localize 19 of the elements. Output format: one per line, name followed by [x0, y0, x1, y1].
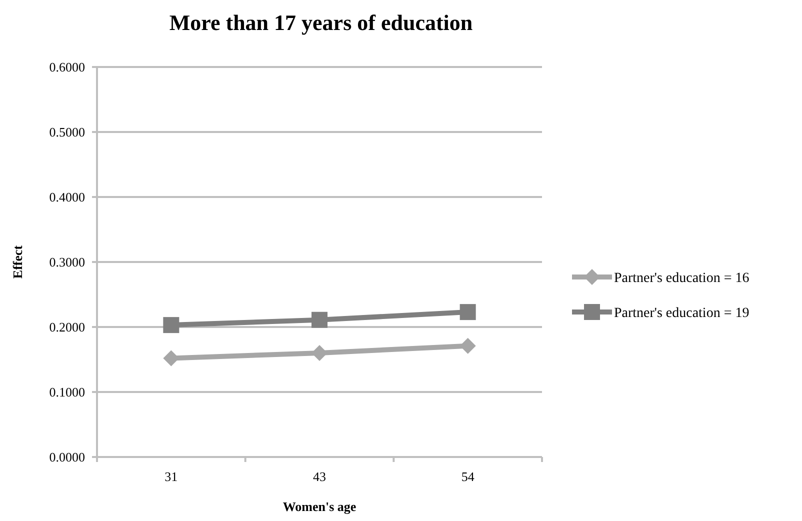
- y-tick-label: 0.2000: [49, 320, 85, 335]
- y-tick-label: 0.1000: [49, 384, 85, 400]
- point: [312, 312, 328, 328]
- y-tick-label: 0.6000: [49, 60, 85, 75]
- legend-label: Partner's education = 19: [614, 306, 750, 321]
- legend-label: Partner's education = 16: [614, 270, 750, 286]
- y-tick-label: 0.0000: [49, 450, 85, 465]
- point: [312, 345, 328, 361]
- x-tick-label: 43: [313, 469, 326, 484]
- y-tick-label: 0.3000: [49, 254, 85, 270]
- x-tick-label: 54: [461, 469, 475, 484]
- chart-title: More than 17 years of education: [169, 10, 473, 35]
- x-axis-title: Women's age: [282, 499, 356, 514]
- x-tick-label: 31: [164, 469, 178, 484]
- point: [163, 317, 180, 334]
- y-tick-label: 0.5000: [49, 124, 85, 140]
- y-axis-title: Effect: [10, 244, 25, 279]
- point: [460, 304, 476, 320]
- y-tick-label: 0.4000: [49, 190, 85, 205]
